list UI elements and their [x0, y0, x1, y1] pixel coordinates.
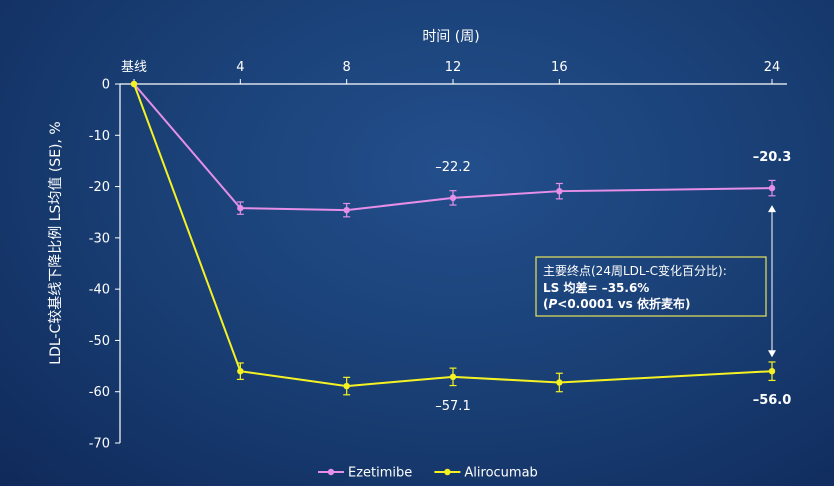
legend-label: Ezetimibe — [348, 466, 412, 481]
y-tick-label: 0 — [102, 78, 110, 93]
callout-line-3-rest: <0.0001 vs 依折麦布) — [557, 296, 690, 311]
legend-item-ezetimibe: Ezetimibe — [318, 466, 412, 481]
data-label: –22.2 — [435, 160, 470, 175]
y-tick-label: -30 — [89, 231, 110, 246]
callout-line-1: 主要终点(24周LDL-C变化百分比): — [543, 263, 727, 278]
data-label: –20.3 — [753, 150, 792, 165]
legend: Ezetimibe Alirocumab — [318, 466, 538, 481]
annotation-layer: –22.2 –20.3 –57.1 –56.0 — [435, 150, 791, 414]
y-axis-title: LDL-C较基线下降比例 LS均值 (SE), % — [47, 121, 64, 364]
y-tick-label: -40 — [89, 283, 110, 298]
data-point — [768, 368, 776, 375]
x-tick-label: 24 — [764, 60, 781, 75]
data-label: –57.1 — [435, 399, 470, 414]
legend-swatch-marker — [327, 468, 335, 476]
data-point — [449, 373, 457, 381]
data-point — [556, 187, 563, 195]
callout-box: 主要终点(24周LDL-C变化百分比): LS 均差= –35.6% (P<0.… — [535, 256, 767, 317]
callout-line-3-p: P — [548, 297, 557, 311]
data-point — [343, 382, 350, 390]
data-point — [237, 204, 244, 212]
callout-line-2: LS 均差= –35.6% — [543, 280, 649, 295]
series-ezetimibe — [130, 80, 776, 218]
legend-label: Alirocumab — [464, 466, 537, 481]
y-tick-label: -60 — [89, 385, 110, 400]
y-tick-label: -10 — [89, 129, 110, 144]
difference-arrow — [768, 205, 776, 358]
series-line-ezetimibe — [133, 83, 773, 212]
series-layer — [130, 80, 776, 396]
y-tick-label: -20 — [89, 180, 110, 195]
callout-border — [535, 256, 767, 317]
callout-line-3-open: ( — [543, 297, 548, 311]
data-point — [130, 80, 138, 88]
data-point — [556, 379, 563, 386]
data-point — [237, 368, 244, 375]
y-tick-label: -70 — [89, 437, 110, 452]
legend-item-alirocumab: Alirocumab — [434, 466, 538, 481]
data-point — [449, 194, 457, 202]
callout-line-3: (P<0.0001 vs 依折麦布) — [543, 296, 690, 311]
series-alirocumab — [130, 80, 776, 396]
x-tick-label: 12 — [445, 60, 462, 75]
x-tick-label: 4 — [236, 60, 244, 75]
x-tick-label: 8 — [343, 60, 351, 75]
data-point — [768, 184, 776, 192]
x-tick-label: 16 — [551, 60, 568, 75]
x-axis-title: 时间 (周) — [422, 29, 479, 45]
series-line-alirocumab — [133, 83, 773, 388]
difference-arrow-head-top — [768, 205, 776, 213]
data-point — [343, 206, 350, 214]
legend-swatch-marker — [444, 468, 451, 476]
x-tick-label: 基线 — [121, 60, 147, 75]
difference-arrow-head-bottom — [768, 350, 776, 358]
y-tick-label: -50 — [89, 334, 110, 349]
axes: 0 -10 -20 -30 -40 -50 -60 -70 基线 4 8 12 16 24 — [89, 60, 787, 452]
data-label: –56.0 — [753, 393, 792, 408]
